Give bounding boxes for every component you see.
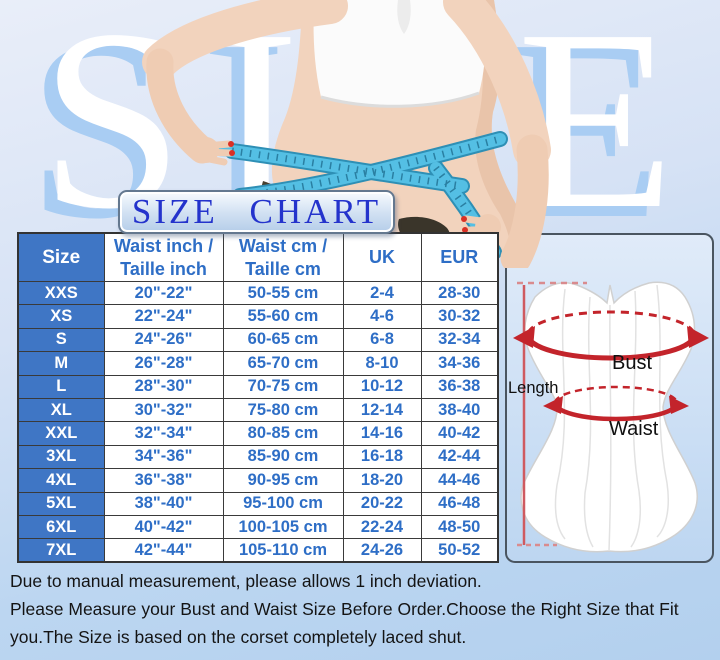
value-cell: 18-20 [342,468,422,493]
value-cell: 40-42 [420,421,499,446]
value-cell: 22-24 [342,514,422,540]
table-row: XS 22"-24" 55-60 cm 4-6 30-32 [17,304,499,329]
value-cell: 75-80 cm [222,397,344,423]
value-cell: 16-18 [342,444,422,470]
value-cell: 44-46 [420,468,499,493]
value-cell: 20"-22" [103,280,224,306]
value-cell: 28"-30" [103,374,224,399]
table-row: L 28"-30" 70-75 cm 10-12 36-38 [17,374,499,399]
value-cell: 28-30 [420,280,499,306]
header-eur: EUR [420,232,499,282]
note-deviation: Due to manual measurement, please allows… [10,571,482,591]
table-row: 6XL 40"-42" 100-105 cm 22-24 48-50 [17,514,499,540]
value-cell: 20-22 [342,491,422,516]
value-cell: 100-105 cm [222,514,344,540]
value-cell: 70-75 cm [222,374,344,399]
header-size: Size [17,232,105,282]
value-cell: 12-14 [342,397,422,423]
value-cell: 30"-32" [103,397,224,423]
value-cell: 24"-26" [103,327,224,353]
value-cell: 105-110 cm [222,538,344,563]
value-cell: 34"-36" [103,444,224,470]
header-uk: UK [342,232,422,282]
header-waist-inch: Waist inch / Taille inch [103,232,224,282]
value-cell: 4-6 [342,304,422,329]
value-cell: 60-65 cm [222,327,344,353]
bust-measure-ellipse [513,310,709,361]
table-row: 7XL 42"-44" 105-110 cm 24-26 50-52 [17,538,499,563]
table-row: S 24"-26" 60-65 cm 6-8 32-34 [17,327,499,353]
table-row: 4XL 36"-38" 90-95 cm 18-20 44-46 [17,468,499,493]
value-cell: 22"-24" [103,304,224,329]
value-cell: 42"-44" [103,538,224,563]
size-cell: M [17,351,105,376]
notes-section: Due to manual measurement, please allows… [10,567,712,651]
size-cell: 6XL [17,514,105,540]
value-cell: 34-36 [420,351,499,376]
value-cell: 85-90 cm [222,444,344,470]
note-measure-advice: Please Measure your Bust and Waist Size … [10,599,679,647]
size-cell: XL [17,397,105,423]
value-cell: 6-8 [342,327,422,353]
value-cell: 42-44 [420,444,499,470]
value-cell: 32"-34" [103,421,224,446]
size-cell: 4XL [17,468,105,493]
size-cell: 5XL [17,491,105,516]
value-cell: 2-4 [342,280,422,306]
value-cell: 80-85 cm [222,421,344,446]
table-row: XXS 20"-22" 50-55 cm 2-4 28-30 [17,280,499,306]
table-row: XL 30"-32" 75-80 cm 12-14 38-40 [17,397,499,423]
size-chart-title-text: SIZE CHART [131,192,382,231]
size-table: Size Waist inch / Taille inch Waist cm /… [17,232,499,564]
value-cell: 50-55 cm [222,280,344,306]
table-row: XXL 32"-34" 80-85 cm 14-16 40-42 [17,421,499,446]
value-cell: 65-70 cm [222,351,344,376]
waist-label: Waist [609,418,659,440]
value-cell: 26"-28" [103,351,224,376]
value-cell: 95-100 cm [222,491,344,516]
value-cell: 36"-38" [103,468,224,493]
header-waist-cm: Waist cm / Taille cm [222,232,344,282]
value-cell: 32-34 [420,327,499,353]
table-row: M 26"-28" 65-70 cm 8-10 34-36 [17,351,499,376]
value-cell: 55-60 cm [222,304,344,329]
value-cell: 14-16 [342,421,422,446]
length-measure-line [517,281,587,547]
value-cell: 38-40 [420,397,499,423]
size-cell: S [17,327,105,353]
size-table-header: Size Waist inch / Taille inch Waist cm /… [17,232,499,282]
value-cell: 30-32 [420,304,499,329]
size-cell: XXS [17,280,105,306]
size-cell: XS [17,304,105,329]
length-label: Length [508,379,558,397]
size-chart-title: SIZE CHART [118,190,395,234]
table-row: 5XL 38"-40" 95-100 cm 20-22 46-48 [17,491,499,516]
value-cell: 24-26 [342,538,422,563]
size-table-body: XXS 20"-22" 50-55 cm 2-4 28-30 XS 22"-24" 55-60… [17,280,499,563]
value-cell: 46-48 [420,491,499,516]
corset-seams [554,284,669,552]
size-cell: 3XL [17,444,105,470]
value-cell: 50-52 [420,538,499,563]
corset-diagram: Length Bust Waist [508,281,709,553]
table-row: 3XL 34"-36" 85-90 cm 16-18 42-44 [17,444,499,470]
size-cell: XXL [17,421,105,446]
corset-diagram-panel: Length Bust Waist [505,233,714,563]
value-cell: 48-50 [420,514,499,540]
value-cell: 90-95 cm [222,468,344,493]
waist-measure-ellipse [543,385,689,422]
size-cell: 7XL [17,538,105,563]
value-cell: 8-10 [342,351,422,376]
value-cell: 36-38 [420,374,499,399]
value-cell: 10-12 [342,374,422,399]
size-cell: L [17,374,105,399]
value-cell: 40"-42" [103,514,224,540]
value-cell: 38"-40" [103,491,224,516]
bust-label: Bust [612,352,652,374]
